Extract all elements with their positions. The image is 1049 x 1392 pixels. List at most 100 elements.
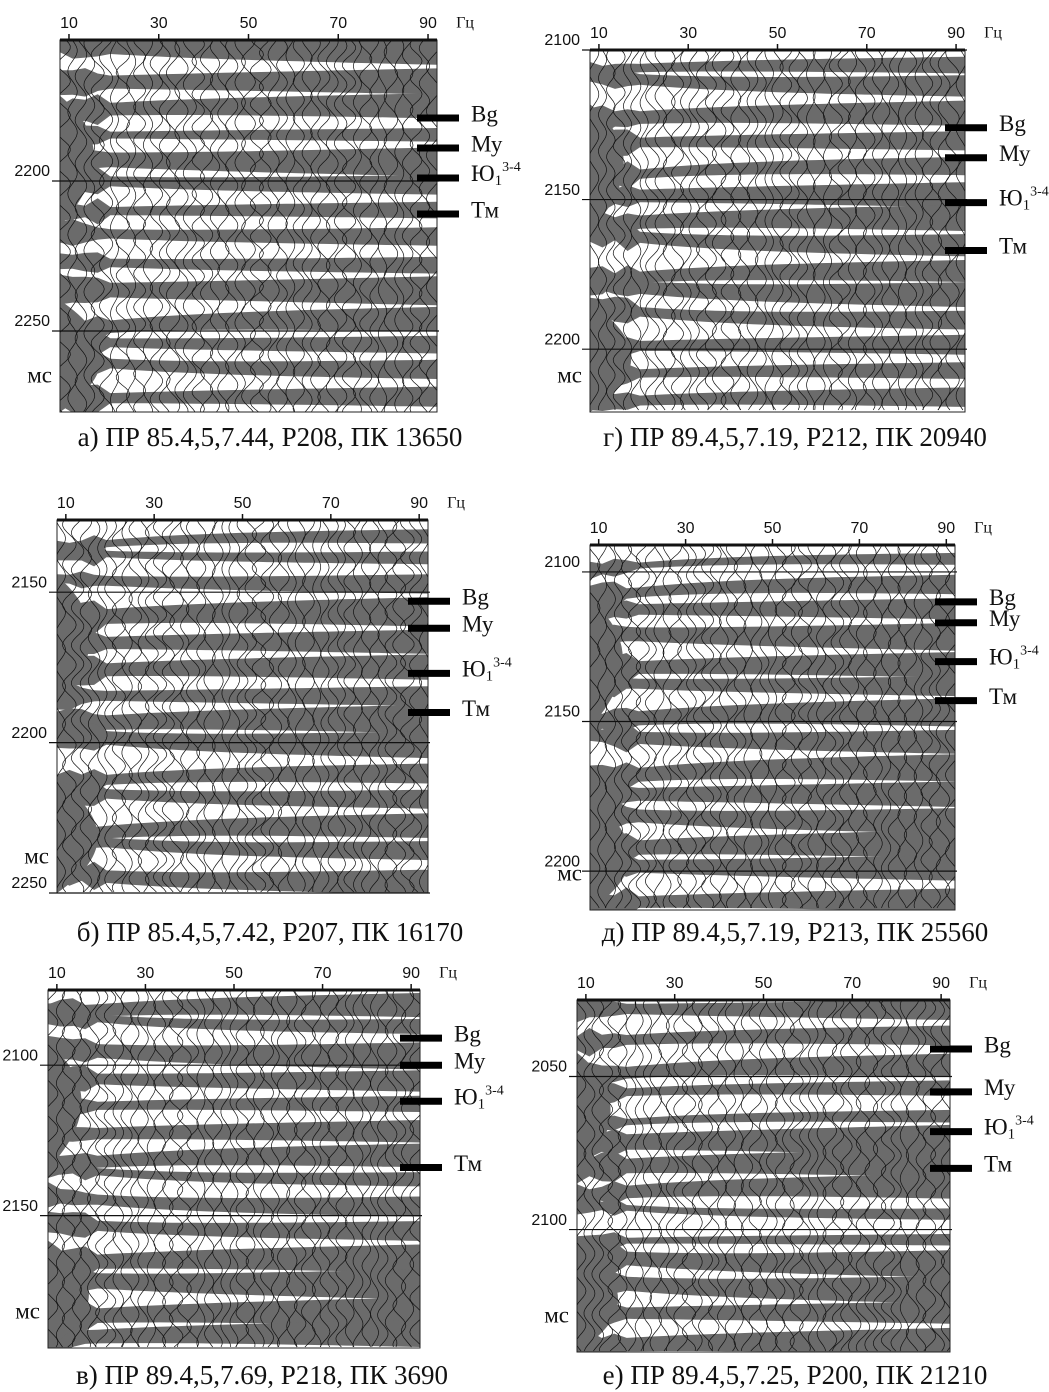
- wiggle-trace: [822, 1000, 837, 1352]
- spectral-band: [48, 1002, 420, 1034]
- wiggle-trace: [604, 545, 616, 909]
- wiggle-trace: [128, 520, 143, 893]
- caption: в) ПР 89.4,5,7.69, Р218, ПК 3690: [76, 1360, 448, 1390]
- wiggle-trace: [837, 50, 851, 411]
- wiggle-trace: [149, 40, 164, 412]
- wiggle-trace: [864, 1000, 879, 1352]
- spectral-band: [590, 296, 965, 330]
- horizon-label: Bg: [984, 1032, 1011, 1057]
- wiggle-trace: [161, 520, 175, 893]
- wiggle-trace: [212, 990, 223, 1348]
- horizon-label: Ю13-4: [999, 185, 1049, 214]
- spectral-band: [60, 274, 437, 306]
- low-freq-zone: [60, 95, 102, 412]
- wiggle-trace: [880, 1000, 895, 1352]
- wiggle-trace: [709, 545, 722, 909]
- x-tick-label: 10: [590, 520, 608, 537]
- wiggle-trace: [268, 520, 283, 893]
- spectral-band: [590, 387, 965, 411]
- wiggle-trace: [889, 50, 900, 411]
- label-sup: 3-4: [1030, 185, 1049, 200]
- wiggle-trace: [293, 990, 307, 1348]
- wiggle-trace: [337, 520, 346, 893]
- spectral-band: [60, 40, 437, 65]
- wiggle-trace: [277, 990, 291, 1348]
- x-tick-label: 10: [577, 975, 595, 992]
- wiggle-trace: [186, 520, 200, 893]
- wiggle-trace: [854, 50, 867, 411]
- wiggle-trace: [855, 545, 868, 909]
- spectral-band: [57, 813, 428, 849]
- wiggle-trace: [677, 545, 690, 909]
- wiggle-trace: [400, 520, 415, 893]
- wiggle-trace: [177, 990, 192, 1348]
- caption: д) ПР 89.4,5,7.19, Р213, ПК 25560: [602, 917, 989, 947]
- wiggle-trace: [276, 40, 288, 412]
- wiggle-trace: [583, 1000, 596, 1352]
- spectral-band: [590, 698, 955, 735]
- y-unit: мс: [557, 860, 582, 885]
- wiggle-trace: [607, 1000, 622, 1352]
- spectral-band: [590, 652, 955, 684]
- y-tick-label: 2200: [544, 853, 580, 870]
- x-unit: Гц: [456, 15, 474, 32]
- spectral-band: [48, 1120, 420, 1146]
- wiggle-trace: [881, 50, 891, 411]
- wiggle-trace: [320, 520, 330, 893]
- wiggle-trace: [244, 520, 257, 893]
- wiggle-trace: [654, 50, 668, 411]
- wiggle-texture: [48, 990, 420, 1348]
- x-tick-label: 70: [851, 520, 869, 537]
- y-tick-label: 2100: [531, 1212, 567, 1229]
- wiggle-trace: [748, 1000, 762, 1352]
- spectral-band: [57, 597, 428, 634]
- wiggle-trace: [310, 40, 321, 412]
- wiggle-trace: [754, 50, 767, 411]
- wiggle-trace: [186, 990, 199, 1348]
- panel: 10 30 50 70 90 Гц 2050 2100 мс Bg Му Ю13-4 Тм е) ПР 8…: [531, 975, 1033, 1391]
- caption: а) ПР 85.4,5,7.44, Р208, ПК 13650: [78, 422, 463, 452]
- wiggle-trace: [335, 990, 348, 1348]
- wiggle-trace: [622, 50, 633, 411]
- spectral-band: [57, 629, 428, 654]
- wiggle-trace: [235, 990, 249, 1348]
- wiggle-trace: [67, 40, 78, 412]
- wiggle-trace: [771, 50, 784, 411]
- wiggle-trace: [277, 520, 290, 893]
- wiggle-trace: [95, 990, 109, 1348]
- spectral-band: [48, 1065, 420, 1092]
- label-base: Ю: [471, 161, 495, 186]
- horizon-label: Му: [984, 1075, 1016, 1100]
- wiggle-trace: [929, 50, 943, 411]
- spectral-band: [577, 1192, 950, 1220]
- wiggle-trace: [848, 1000, 862, 1352]
- x-tick-label: 30: [145, 495, 163, 512]
- wiggle-trace: [137, 990, 149, 1348]
- wiggle-trace: [71, 990, 82, 1348]
- wiggle-trace: [220, 990, 232, 1348]
- y-tick-label: 2100: [544, 32, 580, 49]
- wiggle-trace: [57, 520, 66, 892]
- wiggle-trace: [693, 545, 706, 909]
- wiggle-trace: [352, 990, 364, 1347]
- spectral-band: [60, 93, 437, 125]
- spectral-band: [48, 1182, 420, 1217]
- wiggle-trace: [937, 50, 951, 411]
- y-tick-label: 2150: [544, 182, 580, 199]
- wiggle-trace: [79, 990, 91, 1348]
- x-tick-label: 70: [322, 495, 340, 512]
- wiggle-trace: [229, 990, 239, 1348]
- y-unit: мс: [27, 362, 52, 387]
- wiggle-trace: [377, 520, 388, 893]
- spectral-band: [590, 260, 965, 296]
- y-tick-label: 2150: [2, 1198, 38, 1215]
- spectral-band: [60, 198, 437, 225]
- y-tick-label: 2250: [14, 313, 50, 330]
- wiggle-trace: [359, 40, 373, 412]
- wiggle-trace: [658, 1000, 670, 1352]
- wiggle-trace: [746, 50, 759, 411]
- wiggle-trace: [799, 1000, 811, 1352]
- wiggle-trace: [158, 40, 171, 412]
- wiggle-trace: [251, 520, 267, 893]
- wiggle-trace: [863, 545, 877, 909]
